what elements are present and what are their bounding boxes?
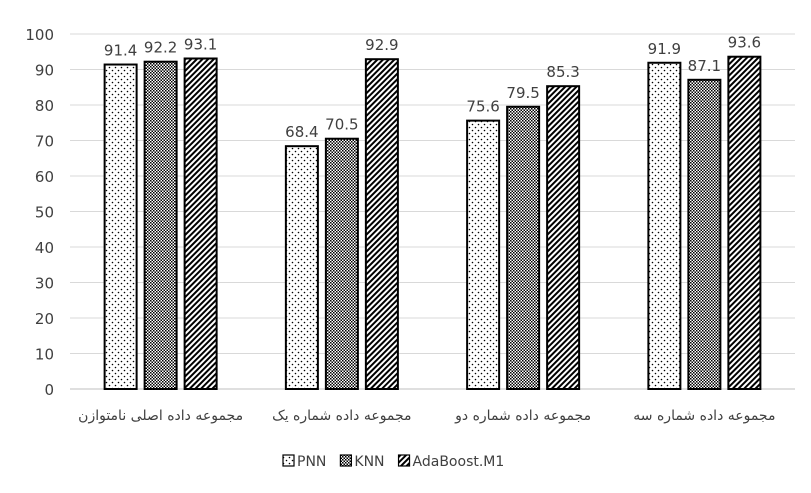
bar-knn xyxy=(506,105,541,391)
data-label: 68.4 xyxy=(285,123,318,141)
data-label: 91.4 xyxy=(104,42,137,60)
legend-swatch xyxy=(282,454,295,467)
data-label: 70.5 xyxy=(325,116,358,134)
y-tick-label: 60 xyxy=(35,168,54,186)
data-label: 75.6 xyxy=(466,98,499,116)
y-tick-label: 20 xyxy=(35,310,54,328)
y-tick-label: 0 xyxy=(44,381,54,399)
bar-adaboost-m1 xyxy=(727,55,762,390)
bar-adaboost-m1 xyxy=(546,85,581,390)
bar-pnn xyxy=(103,63,138,390)
data-label: 91.9 xyxy=(648,40,681,58)
gridlines xyxy=(70,33,795,390)
y-tick-label: 40 xyxy=(35,239,54,257)
bar-pnn xyxy=(466,119,501,391)
x-category-label: مجموعه داده شماره سه xyxy=(633,408,775,424)
legend: PNN KNN AdaBoost.M1 xyxy=(282,454,505,470)
x-category-label: مجموعه داده شماره دو xyxy=(454,408,591,424)
bar-pnn xyxy=(284,145,319,390)
y-tick-label: 50 xyxy=(35,204,54,222)
data-label: 87.1 xyxy=(688,57,721,75)
bar-knn xyxy=(687,78,722,390)
y-tick-label: 10 xyxy=(35,346,54,364)
x-category-label: مجموعه داده شماره یک xyxy=(272,408,411,424)
data-label: 85.3 xyxy=(546,63,579,81)
legend-label: AdaBoost.M1 xyxy=(413,454,505,470)
legend-swatch xyxy=(339,454,352,467)
bar-knn xyxy=(324,137,359,390)
bar-knn xyxy=(143,60,178,390)
data-labels: 91.4 92.2 93.1 68.4 70.5 92.9 75.6 79.5 85.3 91.9… xyxy=(104,34,761,141)
y-tick-label: 70 xyxy=(35,133,54,151)
data-label: 93.1 xyxy=(184,35,217,53)
bar-adaboost-m1 xyxy=(364,58,399,391)
data-label: 79.5 xyxy=(506,84,539,102)
legend-swatch xyxy=(397,454,411,467)
bar-pnn xyxy=(647,61,682,390)
bars xyxy=(103,55,762,391)
x-category-label: مجموعه داده اصلی نامتوازن xyxy=(78,408,243,424)
y-tick-label: 90 xyxy=(35,62,54,80)
y-tick-label: 100 xyxy=(25,26,54,44)
legend-label: PNN xyxy=(297,454,326,470)
data-label: 92.9 xyxy=(365,36,398,54)
bar-adaboost-m1 xyxy=(183,57,218,391)
data-label: 92.2 xyxy=(144,39,177,57)
x-axis-categories: مجموعه داده اصلی نامتوازن مجموعه داده شما… xyxy=(78,408,775,424)
y-axis-ticks: 0 10 20 30 40 50 60 70 80 90 100 xyxy=(25,26,54,399)
legend-label: KNN xyxy=(354,454,384,470)
data-label: 93.6 xyxy=(728,34,761,52)
y-tick-label: 80 xyxy=(35,97,54,115)
y-tick-label: 30 xyxy=(35,275,54,293)
